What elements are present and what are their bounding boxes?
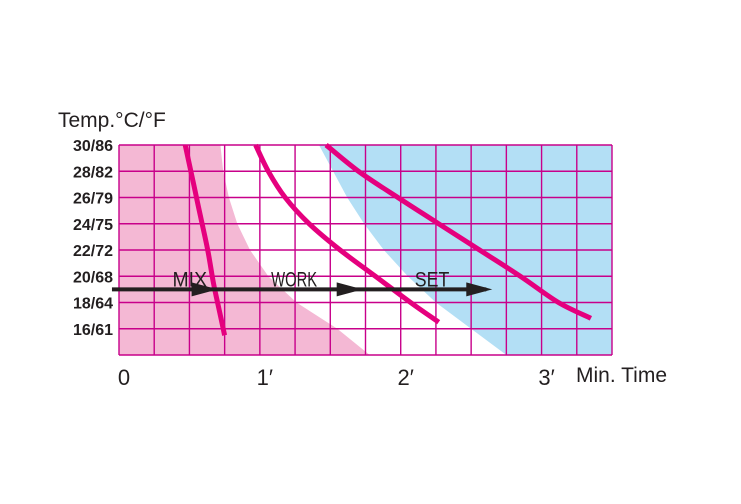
y-tick-label: 20/68 xyxy=(73,269,113,286)
y-tick-label: 28/82 xyxy=(73,164,113,181)
phase-label-work: WORK xyxy=(271,268,317,291)
y-tick-labels: 30/86 28/82 26/79 24/75 22/72 20/68 18/64 16/61 xyxy=(73,138,113,339)
phase-label-group: MIX WORK SET xyxy=(173,268,450,291)
y-tick-label: 16/61 xyxy=(73,322,113,339)
reference-arrowhead-3 xyxy=(466,282,493,297)
y-tick-label: 22/72 xyxy=(73,243,113,260)
x-axis-title: Min. Time xyxy=(576,364,667,387)
phase-label-set: SET xyxy=(415,268,450,291)
x-tick-label: 0 xyxy=(118,365,130,390)
reference-arrowhead-1 xyxy=(191,282,218,297)
series-line-3 xyxy=(324,143,593,321)
x-tick-label: 1′ xyxy=(257,365,273,390)
x-tick-label: 3′ xyxy=(538,365,554,390)
y-tick-label: 30/86 xyxy=(73,138,113,155)
y-tick-label: 18/64 xyxy=(73,296,113,313)
grid-lines xyxy=(118,144,613,356)
x-tick-labels: 0 1′ 2′ 3′ xyxy=(118,365,555,390)
curve-group xyxy=(182,143,593,336)
reference-line-group xyxy=(111,282,493,297)
y-tick-label: 24/75 xyxy=(73,217,113,234)
reference-arrowhead-2 xyxy=(336,282,363,297)
x-tick-label: 2′ xyxy=(398,365,414,390)
series-line-2 xyxy=(253,143,441,325)
series-line-1 xyxy=(182,144,228,336)
y-axis-title: Temp.°C/°F xyxy=(58,109,166,132)
y-tick-label: 26/79 xyxy=(73,191,113,208)
phase-label-mix: MIX xyxy=(173,268,208,291)
